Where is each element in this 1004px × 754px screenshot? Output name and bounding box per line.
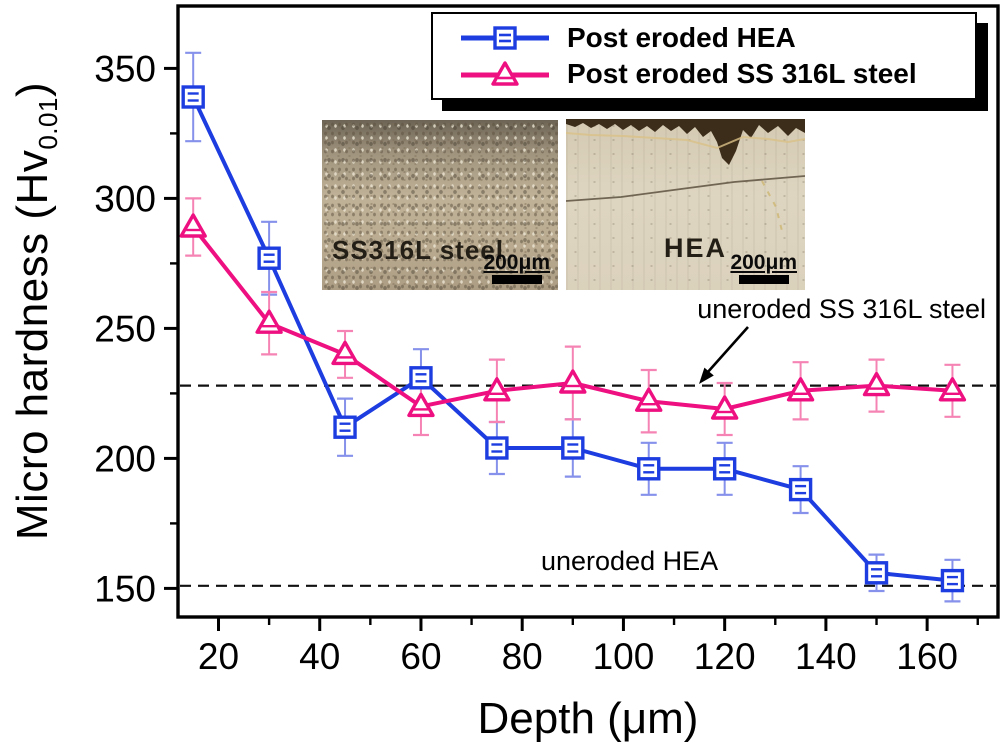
inset-hea-label: HEA	[664, 233, 728, 263]
inset-hea-scalebar-bar	[738, 275, 789, 284]
y-tick-label: 250	[94, 308, 156, 349]
plot-border	[176, 4, 1000, 619]
inset-ss316l-scalebar-text: 200μm	[483, 251, 550, 274]
x-tick-label: 100	[593, 636, 655, 677]
inset-hea-scalebar: 200μm	[730, 252, 797, 284]
annotation-arrow	[699, 326, 749, 384]
legend-marker-square-icon	[461, 26, 549, 50]
legend-label-hea: Post eroded HEA	[567, 22, 796, 53]
annotation-uneroded-hea: uneroded HEA	[541, 546, 719, 576]
y-axis-title-subscript: 0.01	[32, 97, 63, 150]
x-tick-label: 60	[400, 636, 441, 677]
legend-entry-hea: Post eroded HEA	[459, 22, 967, 54]
legend-label-ss316l: Post eroded SS 316L steel	[567, 58, 917, 89]
reference-lines	[180, 384, 996, 587]
y-axis-title-suffix: )	[8, 81, 58, 98]
axis-ticks: 20 40 60 80 100 120 140 160 150 200 250 300 350	[94, 48, 979, 677]
inset-hea-micrograph: HEA 200μm	[566, 119, 805, 290]
series-markers-0	[181, 85, 965, 593]
x-axis-title: Depth (μm)	[477, 694, 699, 743]
y-tick-label: 150	[94, 568, 156, 609]
legend-box: Post eroded HEA Post eroded SS 316L stee…	[431, 12, 977, 100]
series-markers-1	[179, 213, 967, 420]
x-tick-label: 140	[795, 636, 857, 677]
x-tick-label: 80	[502, 636, 543, 677]
legend-marker-triangle-icon	[461, 61, 549, 86]
y-tick-label: 300	[94, 178, 156, 219]
inset-ss316l-scalebar: 200μm	[483, 252, 550, 284]
x-tick-label: 120	[694, 636, 756, 677]
x-tick-label: 20	[198, 636, 239, 677]
x-tick-label: 160	[896, 636, 958, 677]
y-axis-title: Micro hardness (Hv0.01)	[8, 82, 64, 540]
y-tick-label: 350	[94, 48, 156, 89]
inset-ss316l-label: SS316L steel	[332, 235, 504, 265]
legend-entry-ss316l: Post eroded SS 316L steel	[459, 58, 967, 90]
inset-ss316l-micrograph: SS316L steel 200μm	[322, 120, 558, 290]
y-tick-label: 200	[94, 438, 156, 479]
y-axis-title-text: Micro hardness (Hv	[8, 149, 58, 541]
x-tick-label: 40	[299, 636, 340, 677]
inset-ss316l-scalebar-bar	[491, 275, 542, 284]
inset-hea-eroded-edge-graphic	[566, 119, 805, 232]
annotation-uneroded-ss316l: uneroded SS 316L steel	[697, 294, 986, 324]
inset-hea-scalebar-text: 200μm	[730, 251, 797, 274]
